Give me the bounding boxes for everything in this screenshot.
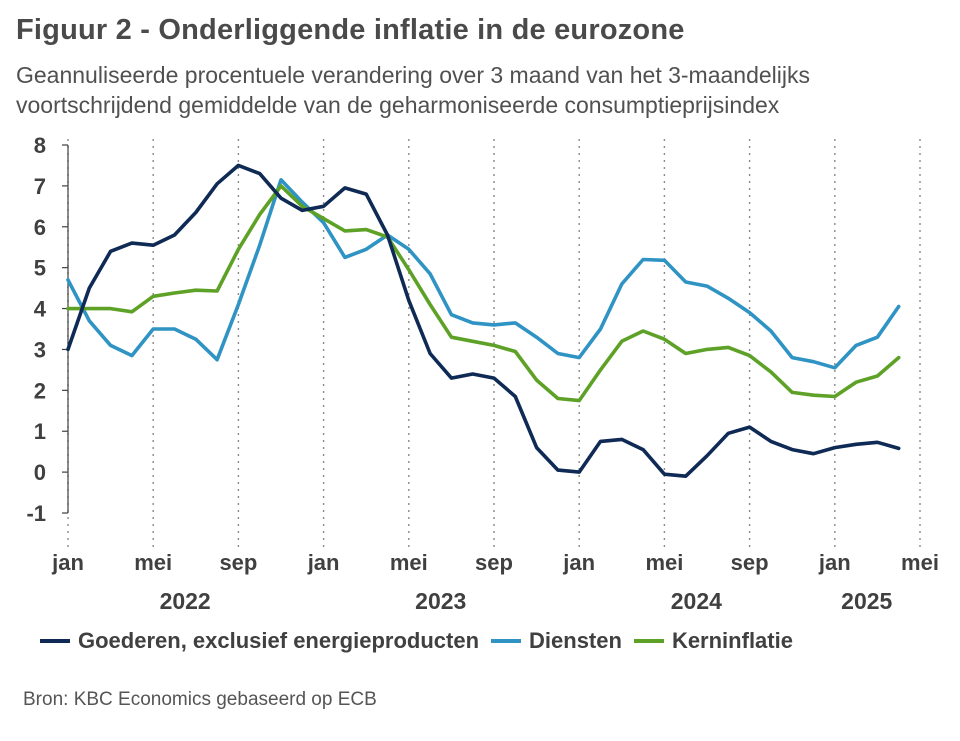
x-tick-label-8: sep [731, 550, 769, 575]
legend-label-diensten: Diensten [529, 628, 622, 653]
x-tick-label-4: mei [390, 550, 428, 575]
x-tick-label-5: sep [475, 550, 513, 575]
x-tick-label-9: jan [818, 550, 851, 575]
chart-title: Figuur 2 - Onderliggende inflatie in de … [16, 14, 685, 46]
y-tick-label-2: 1 [34, 419, 46, 444]
legend-label-kerninflatie: Kerninflatie [671, 628, 793, 653]
x-tick-label-7: mei [645, 550, 683, 575]
series-line-diensten [66, 178, 901, 370]
legend-item-kerninflatie: Kerninflatie [633, 628, 793, 654]
y-tick-label-3: 2 [34, 378, 46, 403]
legend-label-goederen: Goederen, exclusief energieproducten [78, 628, 480, 653]
y-tick-label-9: 8 [34, 133, 46, 158]
x-tick-label-1: mei [134, 550, 172, 575]
x-tick-label-0: jan [51, 550, 84, 575]
chart-legend: Goederen, exclusief energieproducten Die… [40, 628, 805, 654]
year-label-2022: 2022 [160, 588, 211, 614]
x-tick-label-10: mei [901, 550, 939, 575]
legend-item-goederen: Goederen, exclusief energieproducten [40, 628, 479, 654]
series-line-kerninflatie [66, 184, 901, 403]
x-tick-label-3: jan [307, 550, 340, 575]
year-label-2025: 2025 [841, 588, 892, 614]
x-tick-label-6: jan [562, 550, 595, 575]
legend-swatch-goederen [40, 639, 70, 643]
y-tick-label-5: 4 [34, 297, 47, 322]
legend-item-diensten: Diensten [491, 628, 622, 654]
y-tick-label-7: 6 [34, 215, 46, 240]
y-tick-label-6: 5 [34, 256, 46, 281]
series-line-goederen [66, 163, 901, 479]
legend-swatch-kerninflatie [633, 639, 664, 643]
line-chart: -1 0 1 2 3 4 5 6 7 8 jan mei sep jan mei sep jan mei sep ja… [26, 133, 939, 614]
year-label-2024: 2024 [671, 588, 722, 614]
y-tick-label-4: 3 [34, 337, 46, 362]
y-tick-label-1: 0 [34, 460, 46, 485]
chart-subtitle: Geannuliseerde procentuele verandering o… [16, 62, 810, 118]
y-tick-label-0: -1 [26, 501, 46, 526]
source-note: Bron: KBC Economics gebaseerd op ECB [23, 689, 377, 710]
legend-swatch-diensten [491, 639, 522, 643]
y-tick-label-8: 7 [34, 174, 46, 199]
year-label-2023: 2023 [415, 588, 466, 614]
x-tick-label-2: sep [219, 550, 257, 575]
